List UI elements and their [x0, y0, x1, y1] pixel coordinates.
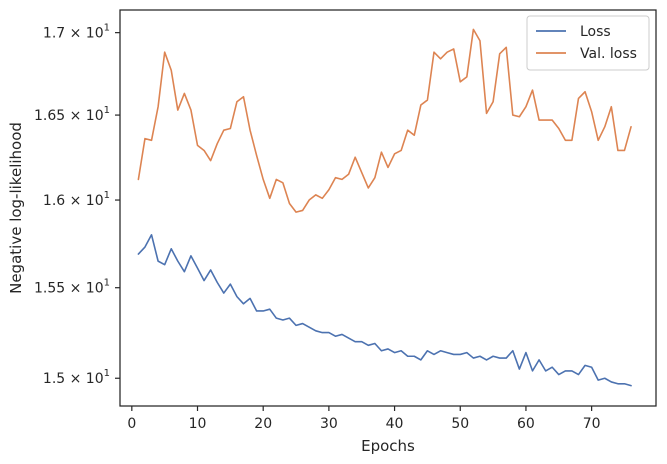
legend: Loss Val. loss [526, 15, 650, 71]
series-layer [137, 28, 632, 387]
x-tick-label: 50 [451, 416, 469, 432]
x-tick-label: 60 [517, 416, 535, 432]
legend-box [526, 15, 650, 71]
y-tick-label: 1.65 × 101 [34, 105, 110, 124]
y-axis: 1.5 × 101 1.55 × 101 1.6 × 101 1.65 × 101 1.… [34, 23, 120, 387]
x-tick-label: 40 [386, 416, 404, 432]
legend-label: Val. loss [580, 46, 637, 62]
y-tick-label: 1.5 × 101 [43, 368, 110, 387]
series-line-loss [137, 233, 632, 387]
legend-label: Loss [580, 24, 611, 40]
x-tick-label: 0 [127, 416, 136, 432]
x-axis-label: Epochs [361, 437, 415, 455]
plot-area [120, 10, 656, 406]
y-tick-label: 1.55 × 101 [34, 278, 110, 297]
x-tick-label: 70 [583, 416, 601, 432]
x-tick-label: 30 [320, 416, 338, 432]
y-tick-label: 1.7 × 101 [43, 23, 110, 42]
x-axis: 0 10 20 30 40 50 60 70 [127, 406, 601, 432]
y-tick-label: 1.6 × 101 [43, 190, 110, 209]
y-axis-label: Negative log-likelihood [7, 122, 25, 294]
series-line-val-loss [137, 28, 632, 213]
x-tick-label: 10 [189, 416, 207, 432]
x-tick-label: 20 [254, 416, 272, 432]
plot-frame [119, 9, 657, 407]
